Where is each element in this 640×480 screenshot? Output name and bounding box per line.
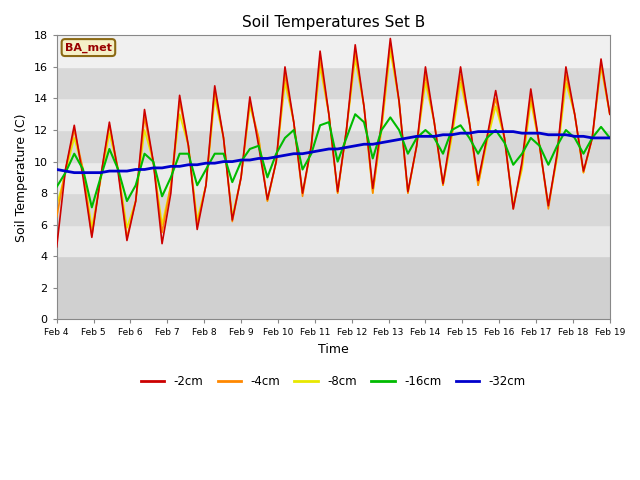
Bar (57, 193, 610, 225)
Y-axis label: Soil Temperature (C): Soil Temperature (C) (15, 113, 28, 241)
Bar (57, 130, 610, 162)
Bar (57, 288, 610, 319)
Bar (57, 98, 610, 130)
X-axis label: Time: Time (318, 343, 349, 356)
Title: Soil Temperatures Set B: Soil Temperatures Set B (242, 15, 425, 30)
Bar (57, 225, 610, 256)
Bar (57, 67, 610, 98)
Bar (57, 36, 610, 67)
Bar (57, 162, 610, 193)
Legend: -2cm, -4cm, -8cm, -16cm, -32cm: -2cm, -4cm, -8cm, -16cm, -32cm (136, 371, 531, 393)
Text: BA_met: BA_met (65, 42, 112, 53)
Bar (57, 256, 610, 288)
